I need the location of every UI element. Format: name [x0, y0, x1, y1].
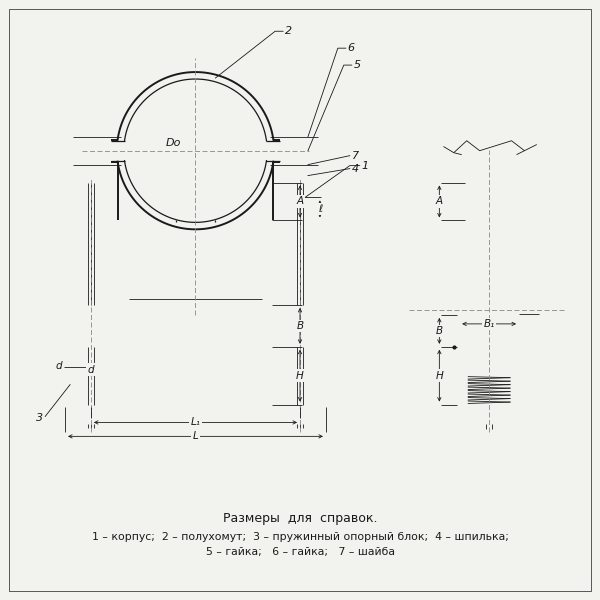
- Text: ℓ: ℓ: [318, 204, 322, 214]
- Text: A: A: [436, 196, 443, 206]
- Text: 1 – корпус;  2 – полухомут;  3 – пружинный опорный блок;  4 – шпилька;: 1 – корпус; 2 – полухомут; 3 – пружинный…: [92, 532, 508, 542]
- Bar: [84, 407, 98, 415]
- Bar: [293, 416, 307, 424]
- Text: 2: 2: [285, 26, 292, 36]
- Bar: [121, 220, 270, 305]
- Bar: [51, 305, 340, 315]
- Bar: [459, 305, 519, 315]
- Bar: [286, 132, 302, 142]
- Bar: [481, 315, 497, 337]
- Bar: [482, 191, 496, 197]
- Bar: [280, 130, 308, 175]
- Bar: [482, 416, 496, 424]
- Bar: [89, 132, 105, 142]
- Bar: [89, 160, 105, 170]
- Text: d: d: [55, 361, 62, 371]
- Bar: [59, 397, 123, 404]
- Text: d: d: [88, 365, 94, 374]
- Text: L₁: L₁: [191, 418, 200, 427]
- Bar: [482, 191, 496, 197]
- Bar: [293, 191, 307, 197]
- Bar: [188, 315, 203, 337]
- Bar: [83, 130, 111, 175]
- Text: 4: 4: [352, 164, 359, 173]
- Bar: [463, 347, 515, 397]
- Bar: [188, 315, 203, 337]
- Bar: [280, 130, 308, 175]
- Bar: [84, 182, 98, 190]
- Bar: [482, 182, 496, 190]
- Bar: [84, 416, 98, 424]
- Text: H: H: [296, 371, 304, 380]
- Bar: [462, 305, 517, 313]
- Bar: [459, 337, 519, 347]
- Text: 7: 7: [352, 151, 359, 161]
- Bar: [293, 416, 307, 424]
- Bar: [51, 337, 340, 347]
- Bar: [293, 191, 307, 197]
- Bar: [65, 347, 117, 397]
- Bar: [462, 155, 517, 182]
- Bar: [293, 407, 307, 415]
- Text: L: L: [193, 431, 199, 442]
- Text: Dо: Dо: [166, 138, 181, 148]
- Text: 6: 6: [348, 43, 355, 53]
- Bar: [89, 132, 105, 142]
- Text: B: B: [296, 321, 304, 331]
- Text: B₁: B₁: [484, 319, 495, 329]
- Text: H: H: [436, 371, 443, 380]
- Bar: [467, 220, 512, 305]
- Bar: [482, 407, 496, 415]
- Bar: [286, 160, 302, 170]
- Bar: [129, 226, 149, 299]
- Bar: [286, 160, 302, 170]
- Text: B: B: [436, 326, 443, 336]
- Bar: [84, 416, 98, 424]
- Bar: [481, 315, 497, 337]
- Bar: [465, 158, 514, 179]
- Bar: [457, 397, 521, 404]
- Bar: [83, 130, 111, 175]
- Bar: [286, 132, 302, 142]
- Bar: [242, 226, 262, 299]
- Bar: [293, 182, 307, 190]
- Bar: [129, 226, 149, 299]
- Bar: [470, 223, 509, 302]
- Text: 3: 3: [36, 413, 43, 424]
- Text: 1: 1: [362, 161, 369, 170]
- Bar: [482, 416, 496, 424]
- Bar: [482, 182, 496, 190]
- Bar: [89, 160, 105, 170]
- Text: 5 – гайка;   6 – гайка;   7 – шайба: 5 – гайка; 6 – гайка; 7 – шайба: [205, 547, 395, 557]
- Bar: [274, 347, 326, 397]
- Bar: [268, 397, 332, 404]
- Bar: [84, 191, 98, 197]
- Bar: [84, 182, 98, 190]
- Text: Размеры  для  справок.: Размеры для справок.: [223, 512, 377, 526]
- Text: 5: 5: [354, 60, 361, 70]
- Bar: [242, 226, 262, 299]
- Bar: [293, 182, 307, 190]
- Bar: [84, 407, 98, 415]
- Text: A: A: [296, 196, 304, 206]
- Bar: [84, 191, 98, 197]
- Bar: [293, 407, 307, 415]
- Bar: [486, 182, 492, 220]
- Bar: [482, 407, 496, 415]
